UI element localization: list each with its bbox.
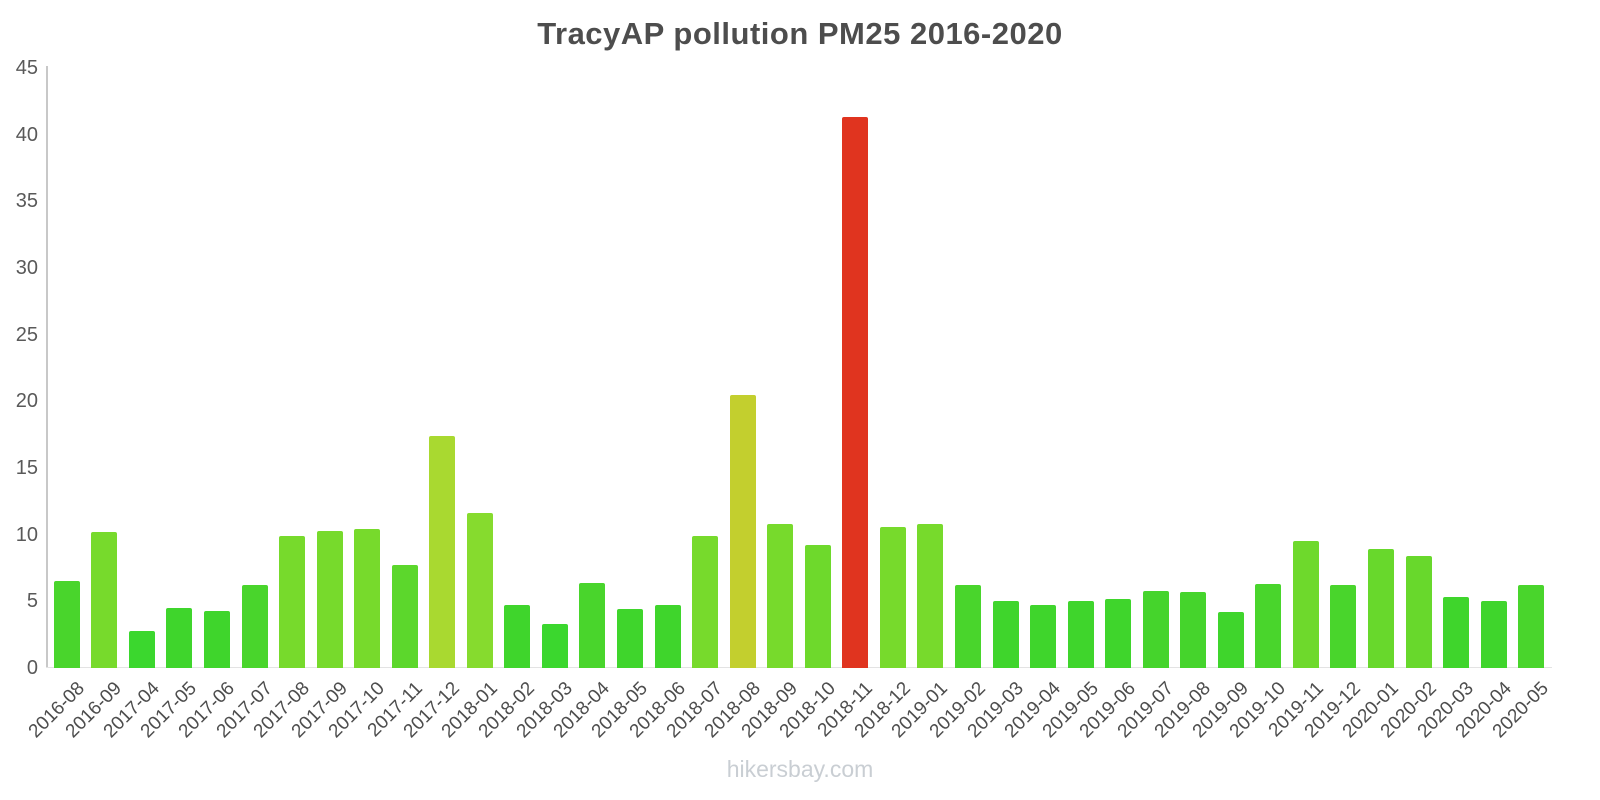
- bar-2019-05[interactable]: [1067, 601, 1094, 668]
- bar-2019-11[interactable]: [1292, 541, 1319, 668]
- bar-2017-11[interactable]: [391, 565, 418, 668]
- bar-2020-01[interactable]: [1368, 549, 1395, 668]
- bar-2018-08[interactable]: [729, 394, 756, 668]
- bar-2017-04[interactable]: [128, 630, 155, 668]
- bar-2018-09[interactable]: [767, 524, 794, 668]
- y-tick-label: 35: [15, 190, 38, 213]
- y-tick-label: 5: [26, 590, 38, 613]
- watermark-link[interactable]: hikersbay.com: [726, 756, 874, 782]
- bar-2017-05[interactable]: [166, 608, 193, 668]
- y-tick-label: 25: [15, 323, 38, 346]
- bar-2018-04[interactable]: [579, 582, 606, 668]
- bar-2016-09[interactable]: [91, 532, 118, 668]
- y-tick-label: 0: [26, 657, 38, 679]
- bar-2018-12[interactable]: [879, 526, 906, 668]
- bar-2018-05[interactable]: [617, 609, 644, 668]
- bar-2017-08[interactable]: [279, 536, 306, 668]
- bar-2020-02[interactable]: [1405, 556, 1432, 668]
- bar-2019-08[interactable]: [1180, 592, 1207, 668]
- y-tick-label: 15: [15, 457, 38, 479]
- bar-2020-04[interactable]: [1480, 601, 1507, 668]
- bar-2017-07[interactable]: [241, 585, 268, 668]
- x-axis-line: [46, 667, 1552, 668]
- bar-2019-12[interactable]: [1330, 585, 1357, 668]
- bar-2020-05[interactable]: [1518, 585, 1545, 668]
- bar-2018-01[interactable]: [466, 513, 493, 668]
- bar-2019-04[interactable]: [1030, 605, 1057, 668]
- y-tick-label: 45: [15, 57, 38, 79]
- bar-2018-03[interactable]: [541, 624, 568, 668]
- bar-2017-12[interactable]: [429, 436, 456, 668]
- bar-2019-03[interactable]: [992, 601, 1019, 668]
- bar-2018-07[interactable]: [692, 536, 719, 668]
- bar-2019-06[interactable]: [1105, 598, 1132, 668]
- bar-2019-09[interactable]: [1217, 612, 1244, 668]
- chart-title: TracyAP pollution PM25 2016-2020: [537, 16, 1063, 51]
- y-tick-label: 20: [15, 390, 38, 413]
- bar-2019-07[interactable]: [1142, 590, 1169, 668]
- y-tick-label: 40: [15, 123, 38, 146]
- bar-2019-02[interactable]: [954, 585, 981, 668]
- y-tick-label: 10: [15, 523, 38, 546]
- bar-2020-03[interactable]: [1443, 597, 1470, 668]
- y-tick-label: 30: [15, 257, 38, 279]
- bar-2016-08[interactable]: [53, 581, 80, 668]
- bar-2018-06[interactable]: [654, 605, 681, 668]
- bar-2018-02[interactable]: [504, 605, 531, 668]
- bar-2019-10[interactable]: [1255, 584, 1282, 668]
- y-axis-line: [46, 66, 48, 668]
- bar-2017-10[interactable]: [354, 529, 381, 668]
- bar-2017-06[interactable]: [203, 610, 230, 668]
- bar-2018-10[interactable]: [804, 545, 831, 668]
- bar-2018-11[interactable]: [842, 117, 869, 668]
- bar-2019-01[interactable]: [917, 524, 944, 668]
- bar-2017-09[interactable]: [316, 530, 343, 668]
